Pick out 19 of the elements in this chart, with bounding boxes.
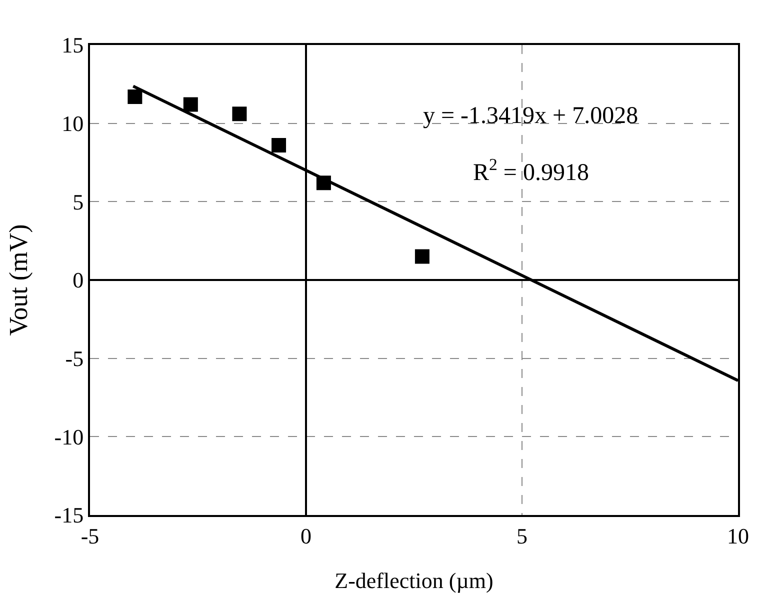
x-tick-label: 0 xyxy=(300,523,312,548)
x-tick-label: 10 xyxy=(727,523,749,548)
y-tick-label: 0 xyxy=(72,268,84,293)
point xyxy=(232,106,247,122)
point xyxy=(272,138,286,153)
y-tick-label: -10 xyxy=(54,424,84,450)
annotation: y = -1.3419x + 7.0028 xyxy=(423,103,638,129)
x-axis-title: Z-deflection (µm) xyxy=(334,568,494,593)
y-tick-label: 5 xyxy=(72,189,84,214)
point xyxy=(183,97,198,112)
point xyxy=(414,249,430,264)
annotation: R$^{2}$ = 0.9918 xyxy=(473,155,589,186)
y-tick-label: -15 xyxy=(54,502,84,528)
y-tick-label: 10 xyxy=(62,111,84,136)
y-tick-label: 15 xyxy=(62,32,84,58)
x-tick-label: 5 xyxy=(516,523,528,548)
point xyxy=(128,89,142,104)
y-axis-title: Vout (mV) xyxy=(4,224,33,336)
y-tick-label: -5 xyxy=(65,346,84,372)
